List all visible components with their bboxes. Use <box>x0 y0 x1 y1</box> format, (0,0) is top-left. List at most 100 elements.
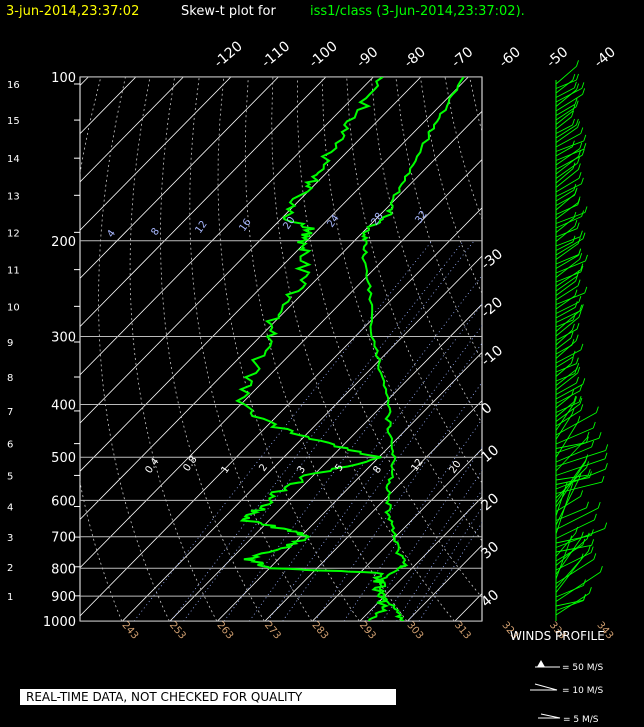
wind-barb <box>555 243 579 260</box>
isotherm--100 <box>80 77 327 328</box>
wind-barb <box>555 488 566 517</box>
wind-barb-flag <box>570 483 574 490</box>
wind-barb <box>555 124 577 139</box>
wind-barb-flag <box>577 157 580 164</box>
wind-barb-flag <box>580 127 584 134</box>
mixing-ratio-line-16 <box>365 446 482 621</box>
wind-barb <box>555 116 572 130</box>
height-tick-2: 2 <box>7 563 13 574</box>
wind-barb <box>555 507 599 530</box>
wind-legend: = 50 M/S = 10 M/S = 5 M/S <box>530 660 604 725</box>
wind-barb-flag <box>604 463 608 470</box>
mr-label-upper-0: 4 <box>105 228 118 240</box>
wind-barb-flag <box>580 263 584 270</box>
wind-barb <box>555 544 584 562</box>
wind-barb-flag <box>576 363 580 370</box>
wind-barb-flag <box>571 407 575 415</box>
isotherm--90 <box>80 77 374 376</box>
mr-label-lower-4: 3 <box>295 464 308 476</box>
wind-barb-flag <box>578 310 582 318</box>
wind-barb <box>555 402 575 431</box>
height-tick-6: 6 <box>7 440 13 451</box>
wind-barb <box>555 124 573 134</box>
mr-label-lower-6: 8 <box>371 464 384 476</box>
pressure-tick-900: 900 <box>51 590 76 605</box>
wind-barb-flag <box>575 274 579 282</box>
wind-barb-flag <box>574 187 578 194</box>
sounding-profiles <box>235 77 465 621</box>
dry-adiabat-353 <box>370 77 482 424</box>
isotherm-lines <box>80 77 482 621</box>
wind-barb <box>555 534 592 544</box>
wind-barb-flag <box>575 118 579 126</box>
background-grid <box>80 77 482 621</box>
wind-legend-pennant <box>537 660 545 667</box>
wind-barb <box>555 468 606 490</box>
wind-barb <box>555 449 606 467</box>
wind-barb-flag <box>588 587 592 594</box>
dry-adiabat-253 <box>98 77 170 621</box>
header-plot-label: Skew-t plot for <box>181 4 276 19</box>
wind-barb-flag <box>586 532 590 539</box>
winds-profile <box>555 60 609 621</box>
wind-barb <box>555 193 576 211</box>
pressure-tick-500: 500 <box>51 451 76 466</box>
wind-barb <box>555 127 578 143</box>
isotherm--50 <box>80 159 482 569</box>
wind-barb-flag <box>579 253 583 260</box>
height-tick-4: 4 <box>7 503 13 514</box>
wind-barb <box>555 236 581 247</box>
wind-barb <box>555 79 577 89</box>
wind-barb-flag <box>572 162 576 169</box>
wind-barb <box>555 79 574 94</box>
wind-barb <box>555 254 579 269</box>
wind-barb <box>555 467 587 499</box>
header-date: 3-jun-2014,23:37:02 <box>6 4 139 19</box>
dewpoint-profile <box>235 77 390 621</box>
wind-barb <box>555 65 577 85</box>
wind-barb-flag <box>582 378 586 385</box>
wind-barb-flag <box>597 501 601 509</box>
wind-barb <box>555 212 586 224</box>
dry-adiabat-243 <box>80 77 123 621</box>
mr-label-lower-5: 5 <box>333 462 346 474</box>
dry-adiabat-313 <box>271 77 455 621</box>
wind-barb-flag <box>593 553 597 560</box>
wind-barb-flag <box>578 249 582 256</box>
wind-barb-flag <box>587 545 591 552</box>
dry-adiabat-363 <box>395 77 482 362</box>
wind-barb-flag <box>583 143 587 150</box>
wind-barb-flag <box>574 219 578 227</box>
wind-barb <box>555 550 589 589</box>
wind-barb <box>555 541 571 580</box>
wind-barb-flag <box>591 440 595 448</box>
wind-barb <box>555 372 578 391</box>
wind-barb <box>555 600 584 611</box>
wind-barb-flag <box>577 237 581 244</box>
wind-barb-flag <box>582 88 586 95</box>
isotherm-0 <box>264 400 482 621</box>
wind-barb-flag <box>573 395 577 403</box>
wind-barb-flag <box>577 279 581 286</box>
wind-barb <box>555 337 572 350</box>
mixing-ratio-line-28 <box>408 506 482 621</box>
isotherm--20 <box>169 303 482 621</box>
wind-barb-flag <box>580 265 584 273</box>
wind-barb-flag <box>598 432 602 439</box>
height-tick-7: 7 <box>7 407 13 418</box>
isotherm--60 <box>80 110 482 521</box>
wind-barb <box>555 269 582 287</box>
wind-barb <box>555 155 579 175</box>
wind-barb-flag <box>576 73 579 81</box>
wind-barb <box>555 89 577 107</box>
wind-barb <box>555 528 605 548</box>
wind-barb <box>555 401 575 418</box>
wind-barb-flag <box>592 421 596 429</box>
wind-barb <box>555 585 584 598</box>
wind-barb <box>555 474 589 481</box>
height-tick-8: 8 <box>7 373 13 384</box>
wind-barb-flag <box>579 230 583 237</box>
pressure-tick-600: 600 <box>51 494 76 509</box>
wind-barb <box>555 169 579 188</box>
wind-barb-flag <box>576 83 580 90</box>
